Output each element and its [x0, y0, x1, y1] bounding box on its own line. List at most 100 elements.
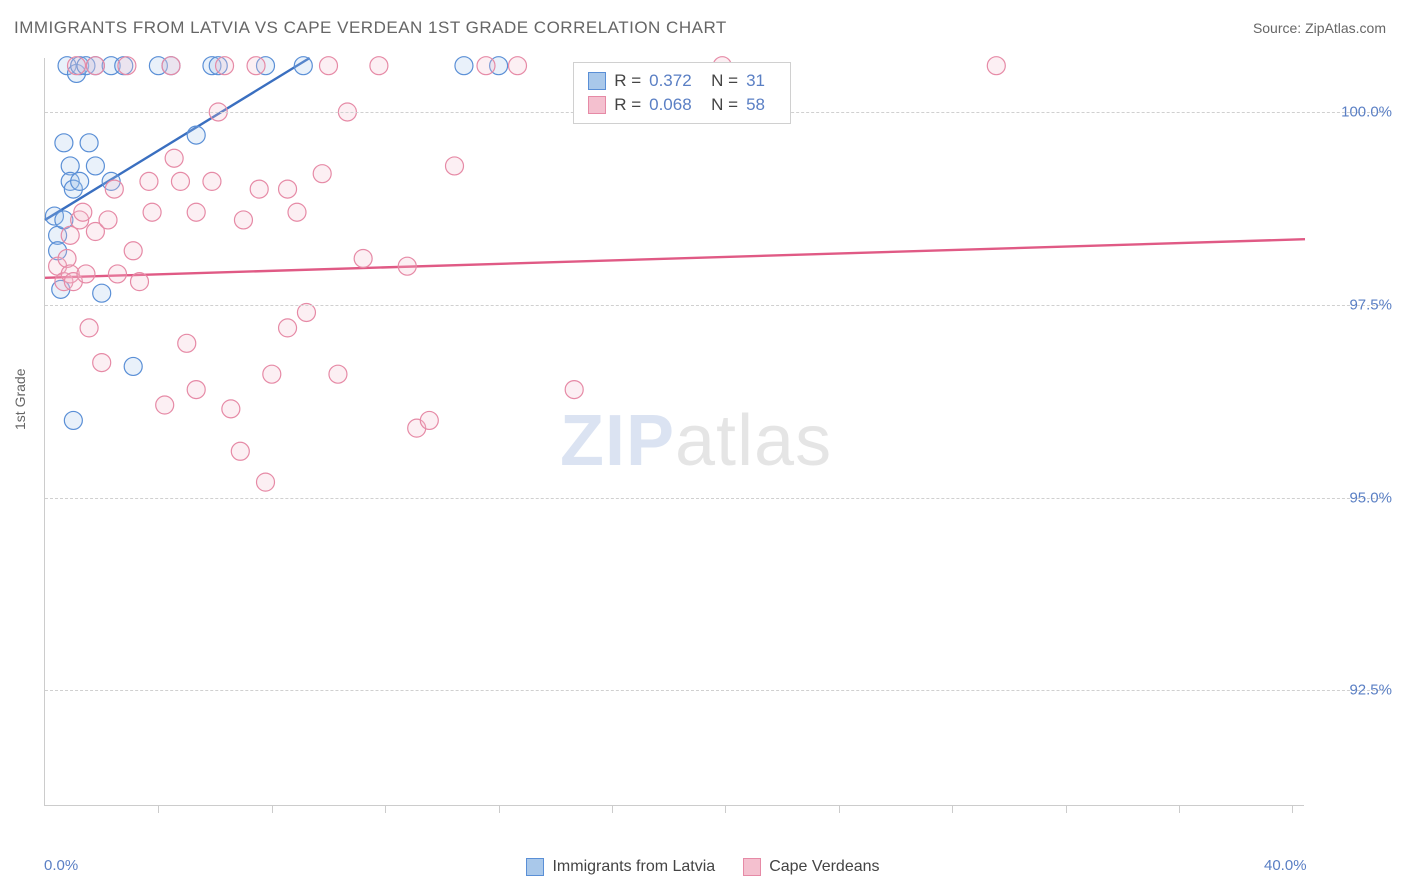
data-point-capeverde	[108, 265, 126, 283]
data-point-capeverde	[124, 242, 142, 260]
y-tick-label: 100.0%	[1341, 103, 1392, 120]
chart-title: IMMIGRANTS FROM LATVIA VS CAPE VERDEAN 1…	[14, 18, 727, 38]
data-point-capeverde	[279, 319, 297, 337]
data-point-capeverde	[171, 172, 189, 190]
x-tick-label: 0.0%	[44, 857, 78, 874]
data-point-capeverde	[203, 172, 221, 190]
data-point-capeverde	[77, 265, 95, 283]
data-point-capeverde	[370, 57, 388, 75]
data-point-latvia	[124, 357, 142, 375]
bottom-legend-label: Cape Verdeans	[769, 858, 879, 876]
x-tick	[839, 805, 840, 813]
grid-line	[45, 690, 1385, 691]
data-point-capeverde	[313, 165, 331, 183]
data-point-capeverde	[178, 334, 196, 352]
legend-n-label: N =	[711, 71, 738, 91]
legend-swatch	[526, 858, 544, 876]
data-point-capeverde	[61, 226, 79, 244]
grid-line	[45, 305, 1385, 306]
data-point-latvia	[80, 134, 98, 152]
data-point-capeverde	[143, 203, 161, 221]
legend-swatch	[588, 72, 606, 90]
data-point-capeverde	[509, 57, 527, 75]
stats-legend: R =0.372N =31R =0.068N =58	[573, 62, 791, 124]
x-tick-label: 40.0%	[1264, 857, 1307, 874]
bottom-legend-item: Immigrants from Latvia	[526, 858, 715, 876]
legend-r-label: R =	[614, 71, 641, 91]
data-point-capeverde	[354, 249, 372, 267]
legend-swatch	[743, 858, 761, 876]
data-point-capeverde	[231, 442, 249, 460]
data-point-latvia	[187, 126, 205, 144]
data-point-capeverde	[156, 396, 174, 414]
source-label: Source: ZipAtlas.com	[1253, 20, 1386, 36]
legend-n-value: 58	[746, 95, 776, 115]
data-point-capeverde	[329, 365, 347, 383]
y-tick-label: 92.5%	[1349, 682, 1392, 699]
legend-n-value: 31	[746, 71, 776, 91]
y-axis-label: 1st Grade	[12, 369, 28, 430]
legend-r-label: R =	[614, 95, 641, 115]
trend-line-capeverde	[45, 239, 1305, 278]
data-point-capeverde	[162, 57, 180, 75]
data-point-capeverde	[216, 57, 234, 75]
data-point-latvia	[93, 284, 111, 302]
data-point-capeverde	[74, 203, 92, 221]
data-point-capeverde	[446, 157, 464, 175]
x-tick	[499, 805, 500, 813]
data-point-latvia	[64, 411, 82, 429]
chart-svg	[45, 58, 1304, 805]
bottom-legend-label: Immigrants from Latvia	[552, 858, 715, 876]
data-point-capeverde	[140, 172, 158, 190]
legend-r-value: 0.068	[649, 95, 703, 115]
legend-swatch	[588, 96, 606, 114]
data-point-capeverde	[297, 303, 315, 321]
x-tick	[1066, 805, 1067, 813]
y-tick-label: 97.5%	[1349, 296, 1392, 313]
data-point-capeverde	[250, 180, 268, 198]
data-point-capeverde	[93, 354, 111, 372]
data-point-capeverde	[165, 149, 183, 167]
data-point-capeverde	[222, 400, 240, 418]
data-point-capeverde	[420, 411, 438, 429]
grid-line	[45, 498, 1385, 499]
x-tick	[158, 805, 159, 813]
stats-legend-row: R =0.372N =31	[588, 69, 776, 93]
data-point-capeverde	[58, 249, 76, 267]
legend-n-label: N =	[711, 95, 738, 115]
bottom-legend: Immigrants from Latvia Cape Verdeans	[0, 858, 1406, 876]
data-point-capeverde	[320, 57, 338, 75]
data-point-capeverde	[234, 211, 252, 229]
plot-area	[44, 58, 1304, 806]
x-tick	[1179, 805, 1180, 813]
stats-legend-row: R = 0.068 N = 58	[588, 93, 776, 117]
data-point-capeverde	[105, 180, 123, 198]
x-tick	[952, 805, 953, 813]
data-point-capeverde	[247, 57, 265, 75]
data-point-capeverde	[187, 203, 205, 221]
data-point-capeverde	[68, 57, 86, 75]
data-point-capeverde	[477, 57, 495, 75]
bottom-legend-item: Cape Verdeans	[743, 858, 879, 876]
data-point-capeverde	[565, 381, 583, 399]
x-tick	[612, 805, 613, 813]
x-tick	[1292, 805, 1293, 813]
data-point-capeverde	[257, 473, 275, 491]
data-point-latvia	[55, 134, 73, 152]
x-tick	[272, 805, 273, 813]
data-point-capeverde	[288, 203, 306, 221]
data-point-capeverde	[86, 57, 104, 75]
x-tick	[385, 805, 386, 813]
data-point-capeverde	[131, 273, 149, 291]
y-tick-label: 95.0%	[1349, 489, 1392, 506]
data-point-capeverde	[263, 365, 281, 383]
data-point-capeverde	[279, 180, 297, 198]
data-point-capeverde	[987, 57, 1005, 75]
data-point-capeverde	[187, 381, 205, 399]
data-point-capeverde	[398, 257, 416, 275]
x-tick	[725, 805, 726, 813]
data-point-latvia	[86, 157, 104, 175]
data-point-capeverde	[118, 57, 136, 75]
data-point-capeverde	[99, 211, 117, 229]
data-point-latvia	[71, 172, 89, 190]
